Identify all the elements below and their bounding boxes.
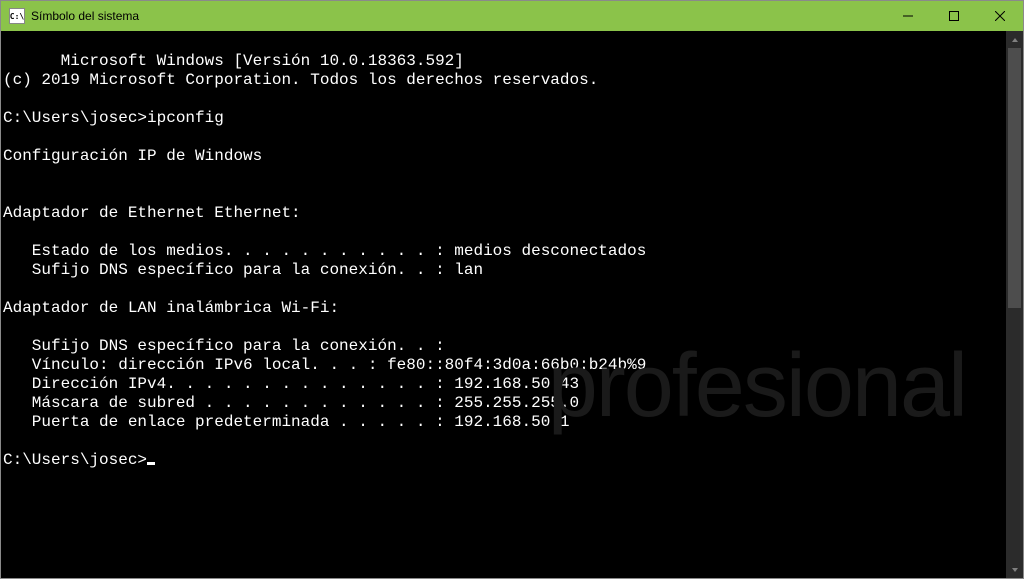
console-output[interactable]: profesional review Microsoft Windows [Ve… <box>1 31 1006 578</box>
command-prompt-window: C:\ Símbolo del sistema profesional revi… <box>0 0 1024 579</box>
console-line: Adaptador de Ethernet Ethernet: <box>3 204 301 222</box>
console-line: Estado de los medios. . . . . . . . . . … <box>3 242 646 260</box>
console-line: Dirección IPv4. . . . . . . . . . . . . … <box>3 375 579 393</box>
console-line: Microsoft Windows [Versión 10.0.18363.59… <box>61 52 464 70</box>
cursor <box>147 462 155 465</box>
console-line: Sufijo DNS específico para la conexión. … <box>3 337 445 355</box>
vertical-scrollbar[interactable] <box>1006 31 1023 578</box>
console-prompt: C:\Users\josec> <box>3 451 147 469</box>
window-title: Símbolo del sistema <box>31 9 885 23</box>
console-line: C:\Users\josec>ipconfig <box>3 109 224 127</box>
watermark-line1: profesional <box>548 341 966 431</box>
console-line: Configuración IP de Windows <box>3 147 262 165</box>
console-line: Máscara de subred . . . . . . . . . . . … <box>3 394 579 412</box>
close-button[interactable] <box>977 1 1023 31</box>
scroll-thumb[interactable] <box>1008 48 1021 308</box>
console-line: Puerta de enlace predeterminada . . . . … <box>3 413 570 431</box>
minimize-button[interactable] <box>885 1 931 31</box>
maximize-button[interactable] <box>931 1 977 31</box>
console-line: Sufijo DNS específico para la conexión. … <box>3 261 483 279</box>
app-icon: C:\ <box>9 8 25 24</box>
console-line: (c) 2019 Microsoft Corporation. Todos lo… <box>3 71 598 89</box>
console-line: Vínculo: dirección IPv6 local. . . : fe8… <box>3 356 646 374</box>
window-controls <box>885 1 1023 31</box>
titlebar[interactable]: C:\ Símbolo del sistema <box>1 1 1023 31</box>
scroll-up-arrow-icon[interactable] <box>1006 31 1023 48</box>
console-line: Adaptador de LAN inalámbrica Wi-Fi: <box>3 299 339 317</box>
scroll-down-arrow-icon[interactable] <box>1006 561 1023 578</box>
console-area: profesional review Microsoft Windows [Ve… <box>1 31 1023 578</box>
